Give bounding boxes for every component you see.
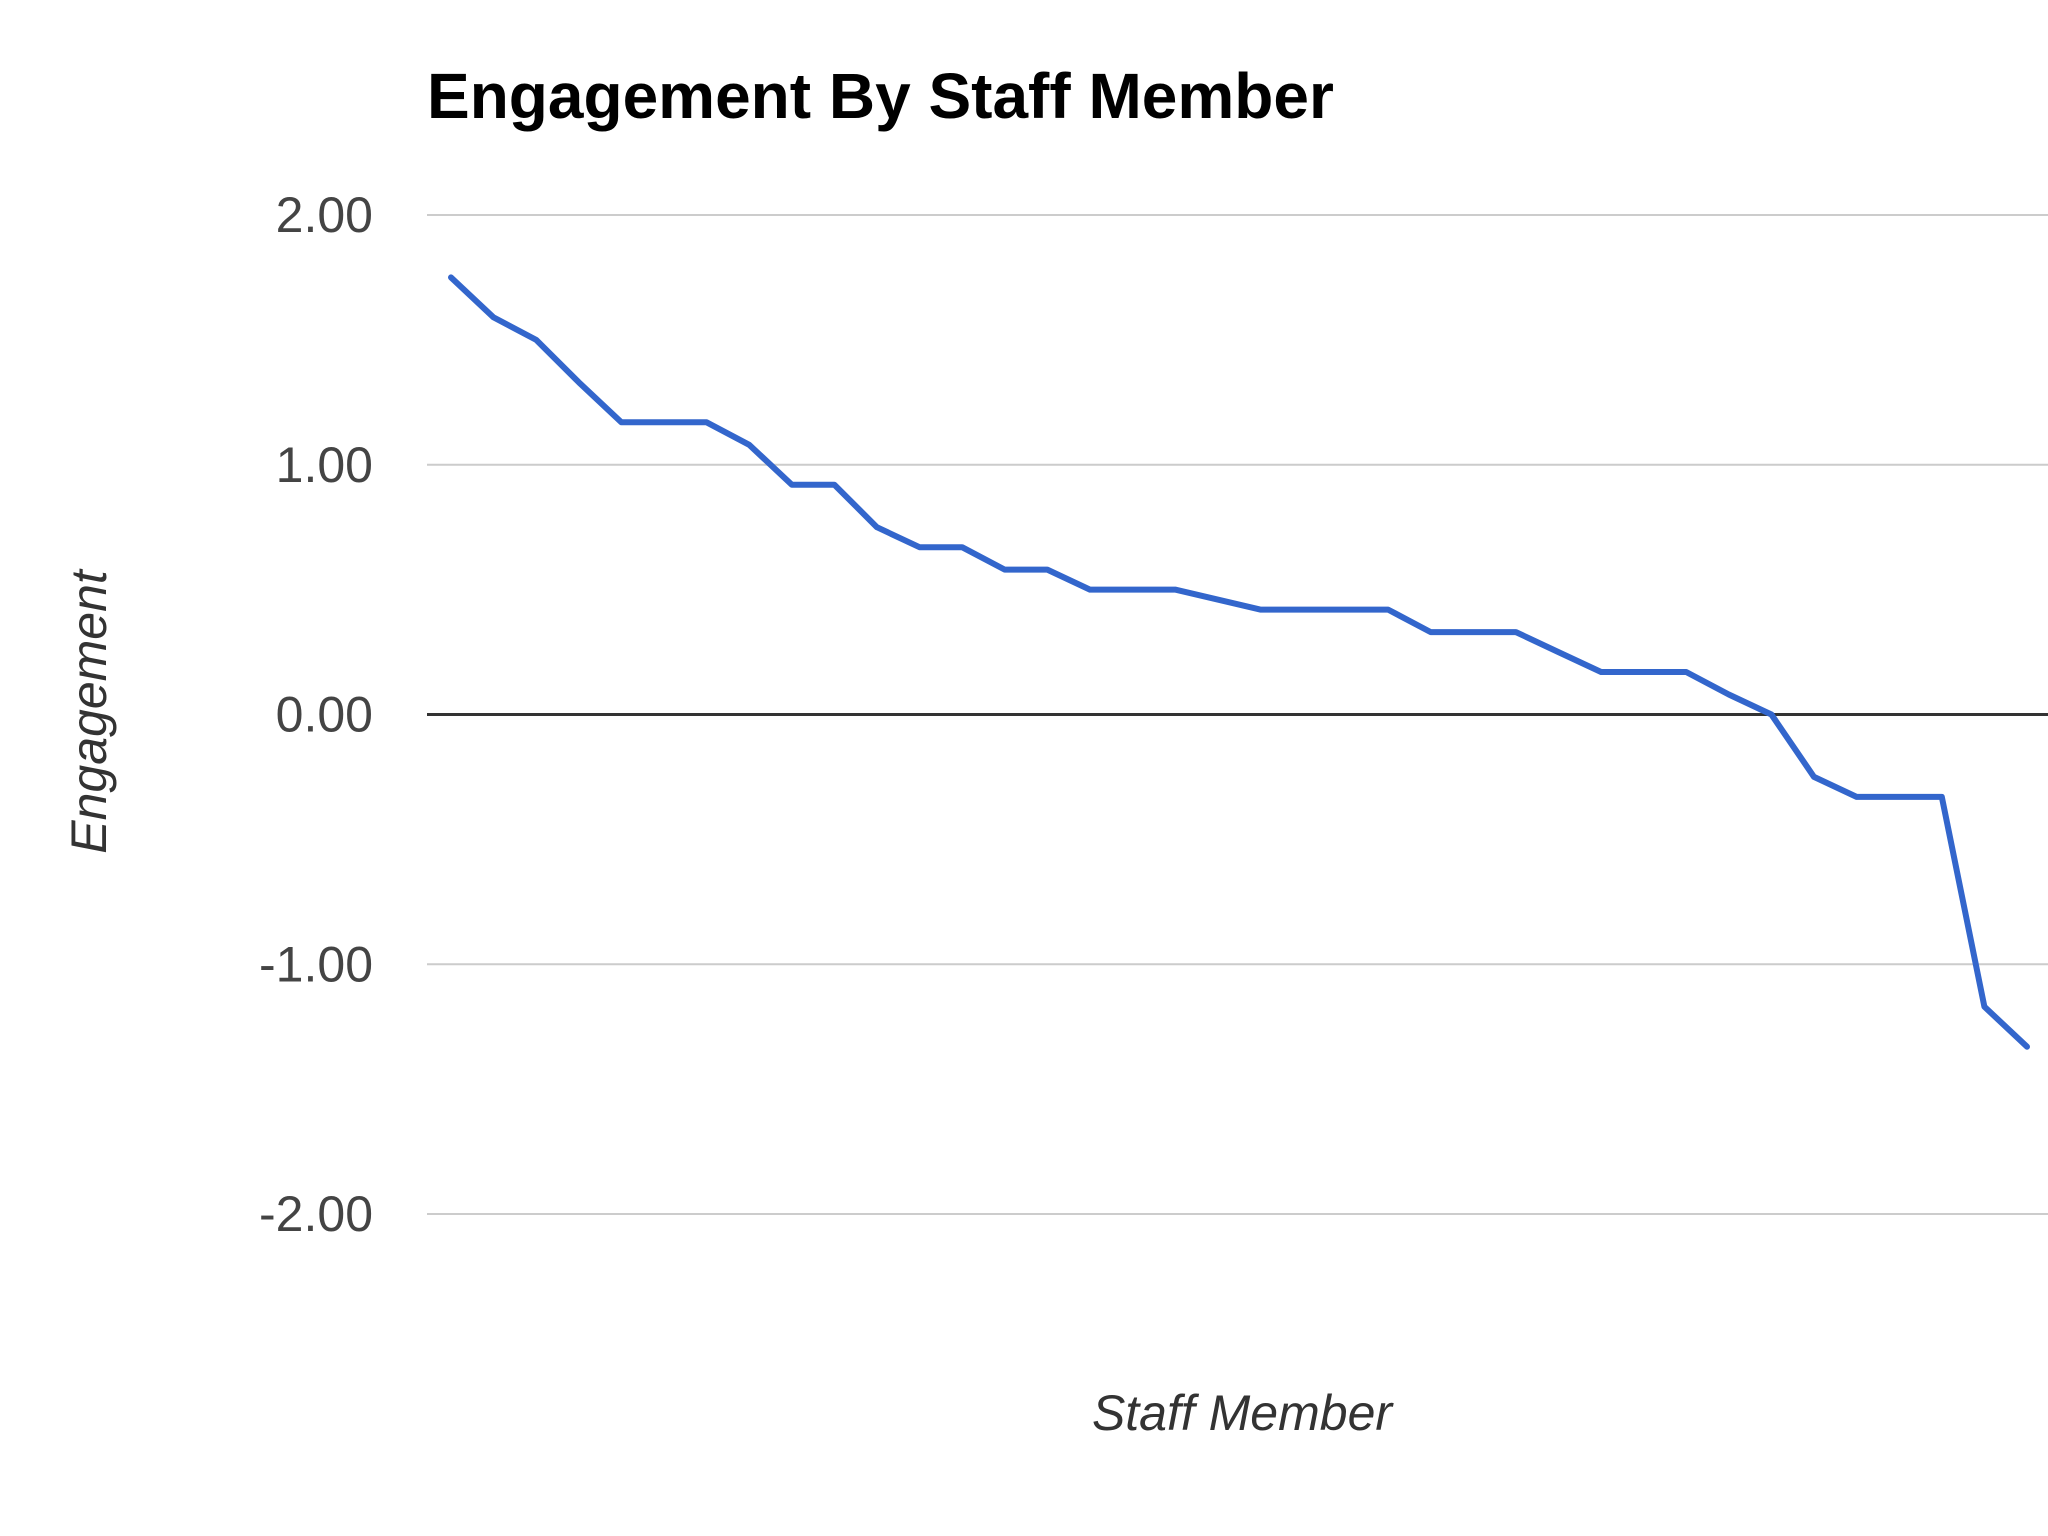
- y-tick-label: 2.00: [276, 187, 373, 243]
- y-tick-label: 0.00: [276, 687, 373, 743]
- y-tick-label: 1.00: [276, 437, 373, 493]
- y-tick-label: -2.00: [259, 1186, 373, 1242]
- y-axis-title: Engagement: [61, 568, 117, 854]
- x-axis-title: Staff Member: [1092, 1385, 1394, 1441]
- series-line-engagement: [448, 274, 2030, 1050]
- chart-title: Engagement By Staff Member: [427, 60, 1334, 132]
- y-tick-label: -1.00: [259, 936, 373, 992]
